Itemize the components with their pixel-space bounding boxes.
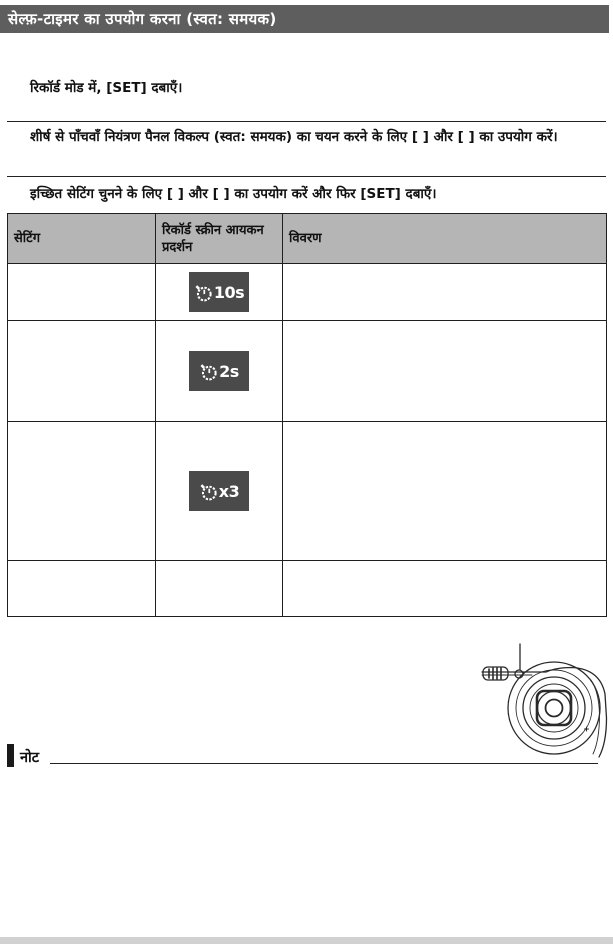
step-divider-rule xyxy=(7,121,606,122)
cell-description xyxy=(282,421,607,561)
stopwatch-icon xyxy=(200,483,217,500)
self-timer-settings-table: सेटिंग रिकॉर्ड स्क्रीन आयकन प्रदर्शन विव… xyxy=(7,213,607,617)
mic-grille-icon xyxy=(482,666,509,681)
step-3-instruction: इच्छित सेटिंग चुनने के लिए [ ] और [ ] का… xyxy=(30,186,437,202)
self-timer-x3-icon: x3 xyxy=(189,471,249,511)
cell-record-screen-icon: x3 xyxy=(155,421,283,561)
cell-setting xyxy=(7,560,156,617)
step-1-instruction: रिकॉर्ड मोड में, [SET] दबाएँ। xyxy=(30,80,183,96)
note-label: नोट xyxy=(20,750,40,766)
self-timer-10s-icon: 10s xyxy=(189,272,249,312)
header-record-screen-icon: रिकॉर्ड स्क्रीन आयकन प्रदर्शन xyxy=(155,213,283,264)
page-bottom-bar xyxy=(0,937,613,944)
note-marker-bar xyxy=(7,744,14,767)
cell-record-screen-icon: 10s xyxy=(155,263,283,321)
stopwatch-icon xyxy=(195,284,212,301)
cell-setting xyxy=(7,263,156,321)
icon-label: 10s xyxy=(213,282,245,302)
note-rule xyxy=(50,763,598,764)
cell-record-screen-icon: 2s xyxy=(155,320,283,422)
icon-label: x3 xyxy=(218,481,240,501)
cell-description xyxy=(282,560,607,617)
cell-record-screen-icon xyxy=(155,560,283,617)
cell-description xyxy=(282,320,607,422)
camera-illustration xyxy=(481,643,608,758)
self-timer-2s-icon: 2s xyxy=(189,351,249,391)
lens-icon xyxy=(507,661,601,755)
stopwatch-icon xyxy=(200,363,217,380)
cell-setting xyxy=(7,320,156,422)
icon-label: 2s xyxy=(219,361,239,381)
section-title: सेल्फ़-टाइमर का उपयोग करना (स्वत: समयक) xyxy=(8,10,277,28)
table-row: x3 xyxy=(7,421,607,561)
cell-description xyxy=(282,263,607,321)
header-description: विवरण xyxy=(282,213,607,264)
step-2-instruction: शीर्ष से पाँचवाँ नियंत्रण पैनल विकल्प (स… xyxy=(30,129,558,145)
table-header-row: सेटिंग रिकॉर्ड स्क्रीन आयकन प्रदर्शन विव… xyxy=(7,213,607,264)
camera-edge-highlight xyxy=(590,679,600,755)
section-title-bar: सेल्फ़-टाइमर का उपयोग करना (स्वत: समयक) xyxy=(0,5,609,33)
camera-body-outline xyxy=(481,666,608,758)
table-row: 2s xyxy=(7,320,607,422)
table-row xyxy=(7,560,607,617)
screw-mark xyxy=(584,726,589,732)
header-setting: सेटिंग xyxy=(7,213,156,264)
table-row: 10s xyxy=(7,263,607,321)
step-divider-rule xyxy=(7,176,606,177)
front-lamp-icon xyxy=(514,669,524,679)
cell-setting xyxy=(7,421,156,561)
